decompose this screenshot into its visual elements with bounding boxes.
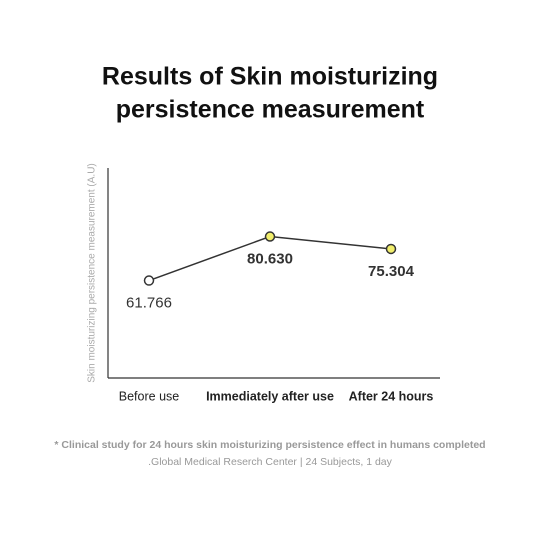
footnote: * Clinical study for 24 hours skin moist… — [54, 439, 485, 451]
point — [143, 275, 155, 286]
point — [264, 231, 276, 242]
chart-title: Results of Skin moisturizing — [102, 63, 438, 91]
footnote: .Global Medical Reserch Center | 24 Subj… — [148, 456, 393, 468]
x-tick-label: Immediately after use — [206, 389, 334, 403]
x-tick-label: After 24 hours — [349, 389, 434, 403]
y-axis-label: Skin moisturizing persistence measuremen… — [87, 163, 98, 383]
point — [385, 243, 397, 255]
chart-title: persistence measurement — [116, 96, 425, 124]
data-label: 75.304 — [368, 263, 415, 280]
data-label: 80.630 — [247, 250, 293, 267]
x-tick-label: Before use — [119, 389, 180, 403]
data-label: 61.766 — [126, 295, 172, 312]
